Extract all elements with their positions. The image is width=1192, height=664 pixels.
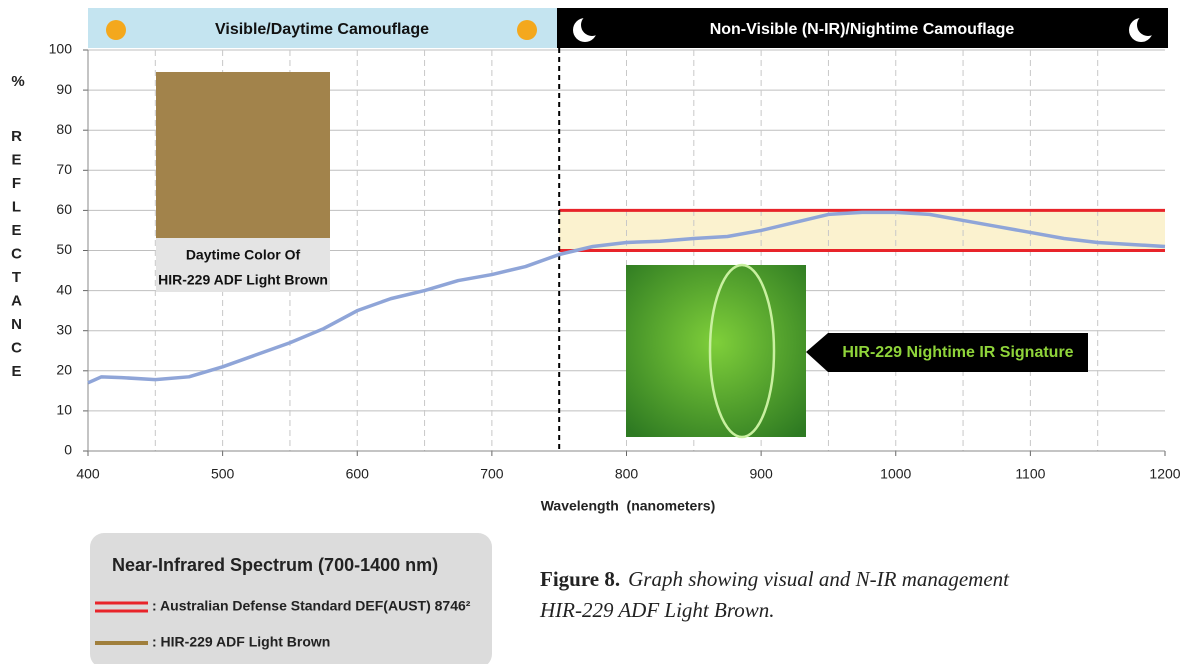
moon-icon	[573, 14, 1159, 42]
y-axis-label-vertical: REFLECTANCE	[8, 128, 25, 387]
swatch-label: Daytime Color Of	[186, 247, 301, 263]
legend-box	[90, 533, 492, 664]
signature-oval	[708, 263, 776, 439]
swatch-label-box	[156, 238, 330, 292]
y-tick-label: 80	[56, 121, 72, 137]
y-tick-label: 30	[56, 321, 72, 337]
y-tick-label: 70	[56, 161, 72, 177]
y-tick-label: 50	[56, 241, 72, 257]
callout-text: HIR-229 Nightime IR Signature	[842, 344, 1073, 361]
y-tick-label: 0	[64, 442, 72, 458]
x-tick-label: 1000	[880, 466, 911, 482]
y-axis-label: %	[11, 73, 24, 90]
x-tick-label: 400	[76, 466, 100, 482]
header-left: Visible/Daytime Camouflage	[215, 21, 429, 38]
swatch-label: HIR-229 ADF Light Brown	[158, 272, 328, 288]
sun-icon	[106, 20, 537, 40]
x-tick-label: 500	[211, 466, 235, 482]
y-tick-label: 20	[56, 362, 72, 378]
y-tick-label: 90	[56, 81, 72, 97]
y-tick-label: 100	[49, 41, 73, 57]
caption-text: Graph showing visual and N-IR management	[628, 567, 1010, 591]
y-tick-label: 10	[56, 402, 72, 418]
series-line	[87, 210, 1166, 385]
reference-band	[559, 210, 1165, 251]
night-band	[557, 8, 1168, 48]
caption: Figure 8. Graph showing visual and N-IR m…	[540, 567, 1010, 591]
x-tick-label: 600	[346, 466, 370, 482]
plot: 0 10 20 30 40 50 60 70 80 90 100 400 500 600 700 800 900…	[11, 41, 1180, 514]
x-tick-label: 900	[749, 466, 773, 482]
x-axis-label: Wavelength (nanometers)	[541, 498, 716, 514]
caption-label: Figure 8.	[540, 567, 620, 591]
swatch	[156, 72, 330, 238]
callout-box	[806, 333, 1088, 372]
legend-title: Near-Infrared Spectrum (700-1400 nm)	[112, 555, 438, 575]
y-tick-label: 40	[56, 281, 72, 297]
night-image	[626, 265, 806, 437]
caption-text: HIR-229 ADF Light Brown.	[539, 598, 775, 622]
header-right: Non-Visible (N-IR)/Nightime Camouflage	[710, 21, 1015, 38]
x-tick-label: 800	[615, 466, 639, 482]
legend-label: : HIR-229 ADF Light Brown	[152, 634, 330, 650]
header: Visible/Daytime Camouflage Non-Visible (…	[88, 8, 1168, 48]
x-tick-label: 1200	[1149, 466, 1180, 482]
legend-label: : Australian Defense Standard DEF(AUST) …	[152, 598, 471, 614]
y-tick-label: 60	[56, 201, 72, 217]
day-band	[88, 8, 557, 48]
annotations: Daytime Color Of HIR-229 ADF Light Brown…	[90, 72, 1088, 664]
x-tick-label: 1100	[1015, 466, 1045, 482]
x-tick-label: 700	[480, 466, 504, 482]
